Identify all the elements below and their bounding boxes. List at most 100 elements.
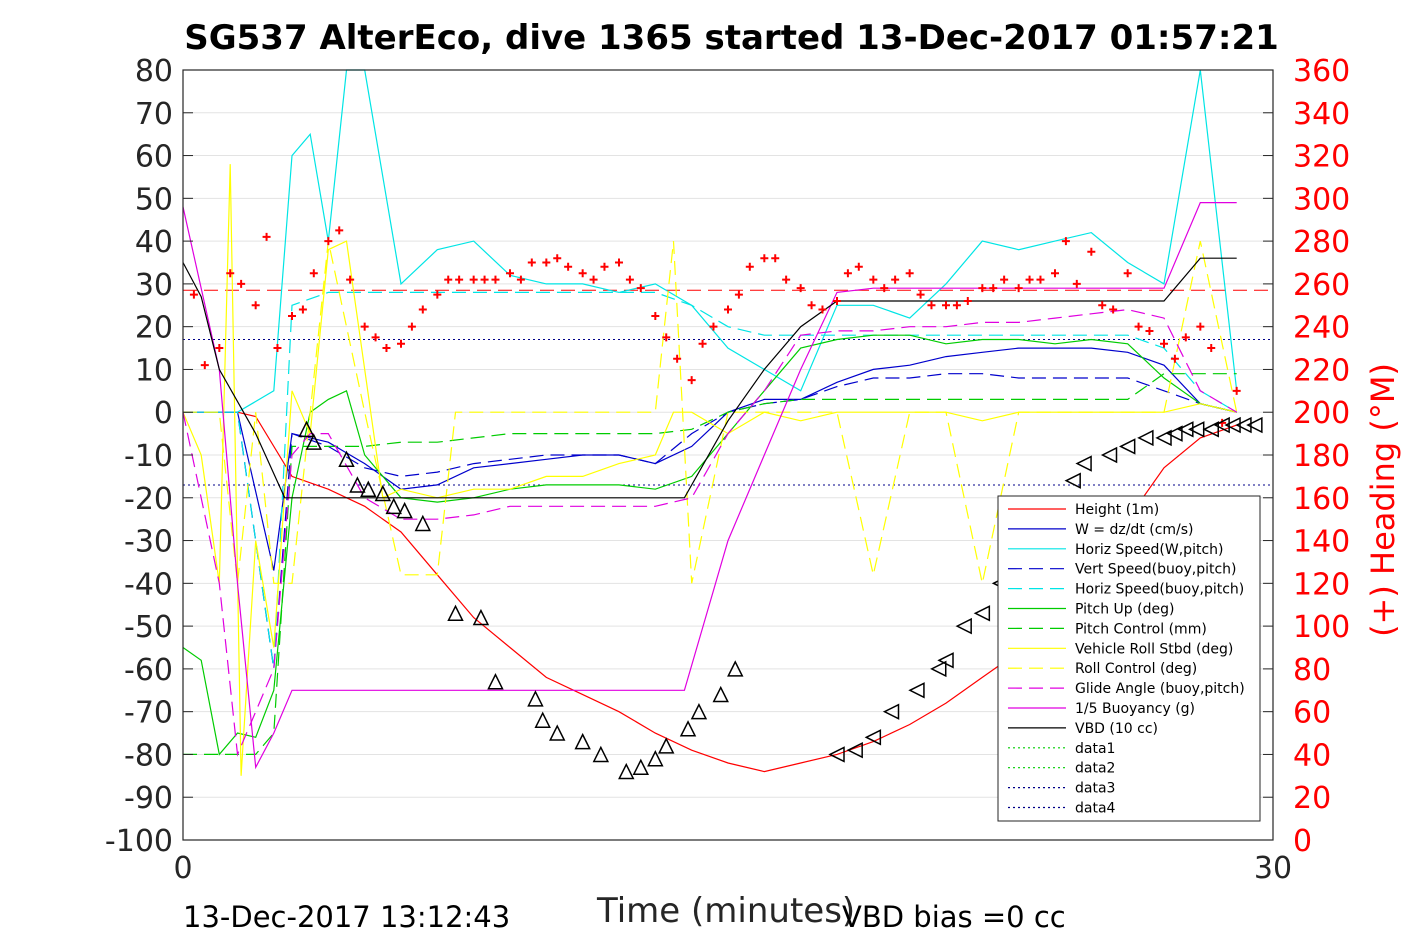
heading-point [724, 305, 732, 314]
heading-point [869, 275, 878, 284]
triangle-marker [447, 604, 464, 622]
series-line-roll [182, 164, 1237, 776]
heading-point [673, 354, 682, 363]
heading-point [309, 269, 318, 278]
series-line-w [183, 347, 1237, 571]
triangle-left-marker [1075, 455, 1092, 472]
triangle-left-marker [1064, 472, 1081, 489]
triangle-left-marker [955, 617, 972, 635]
heading-point [1145, 326, 1154, 335]
heading-point [200, 361, 209, 370]
heading-point [636, 284, 645, 293]
triangle-marker [472, 608, 490, 626]
y-tick-label: 30 [135, 268, 173, 303]
heading-point [226, 269, 235, 278]
heading-point [237, 279, 246, 288]
y2-tick-label: 80 [1293, 653, 1331, 688]
legend-label: W = dz/dt (cm/s) [1075, 522, 1194, 538]
heading-point [1061, 237, 1070, 246]
y-tick-label: 60 [135, 140, 173, 175]
heading-point [698, 339, 707, 348]
legend-label: Vehicle Roll Stbd (deg) [1075, 641, 1233, 657]
heading-point [709, 322, 718, 331]
heading-point [1123, 269, 1132, 278]
series-line-glide [182, 308, 1238, 757]
legend-label: data3 [1075, 781, 1115, 797]
markers-layer [189, 226, 1263, 780]
heading-point [553, 254, 562, 263]
heading-point [843, 269, 852, 278]
legend-label: 1/5 Buoyancy (g) [1075, 701, 1195, 717]
heading-point [1036, 275, 1045, 284]
heading-point [600, 262, 609, 271]
y2-tick-label: 360 [1293, 54, 1350, 89]
triangle-left-marker [1118, 438, 1136, 455]
heading-point [564, 262, 573, 271]
triangle-left-marker [864, 729, 882, 746]
heading-point [346, 275, 355, 284]
heading-point [506, 269, 514, 278]
heading-point [360, 322, 369, 331]
heading-point [989, 284, 998, 293]
heading-point [1134, 322, 1143, 331]
heading-point [444, 275, 453, 284]
y2-tick-label: 340 [1293, 97, 1350, 132]
y2-tick-label: 100 [1293, 610, 1350, 645]
footer-timestamp: 13-Dec-2017 13:12:43 [183, 900, 511, 934]
triangle-left-marker [1202, 421, 1219, 438]
y-tick-label: -40 [124, 567, 173, 602]
heading-point [298, 305, 307, 314]
heading-point [516, 275, 525, 284]
y2-tick-label: 0 [1293, 824, 1312, 859]
triangle-left-marker [1224, 416, 1241, 434]
heading-point [891, 275, 900, 284]
heading-point [455, 275, 464, 284]
legend-label: Roll Control (deg) [1075, 661, 1197, 677]
legend-label: Height (1m) [1075, 502, 1159, 518]
heading-point [382, 344, 391, 353]
series-line-pitch [182, 334, 1237, 756]
triangle-left-marker [1188, 421, 1205, 438]
legend-label: data2 [1075, 761, 1115, 777]
y-tick-label: -30 [124, 525, 173, 560]
heading-point [491, 275, 500, 284]
heading-point [1098, 301, 1107, 310]
y-tick-label: -60 [124, 653, 173, 688]
y-tick-label: 40 [135, 225, 173, 260]
heading-point [288, 311, 296, 320]
heading-point [262, 232, 271, 241]
triangle-marker [712, 685, 729, 703]
legend-label: Pitch Control (mm) [1075, 621, 1207, 637]
y-tick-label: 10 [135, 353, 173, 388]
triangle-left-marker [1246, 416, 1263, 434]
triangle-marker [374, 484, 392, 502]
heading-point [1232, 386, 1241, 395]
footer-vbd-bias: VBD bias =0 cc [842, 900, 1066, 934]
heading-point [1000, 275, 1009, 284]
heading-point [615, 258, 623, 267]
heading-point [527, 258, 536, 267]
heading-point [796, 284, 805, 293]
y2-tick-label: 220 [1293, 353, 1350, 388]
legend-label: Pitch Up (deg) [1075, 602, 1174, 618]
y-tick-label: -20 [124, 482, 173, 517]
heading-point [833, 297, 841, 305]
heading-point [927, 301, 936, 310]
heading-point [662, 333, 671, 342]
y2-tick-label: 60 [1293, 696, 1331, 731]
heading-point [952, 301, 961, 310]
legend-label: data1 [1075, 741, 1115, 757]
triangle-left-marker [937, 652, 954, 669]
heading-point [418, 305, 427, 314]
heading-point [335, 226, 344, 235]
triangle-marker [658, 737, 675, 754]
y2-tick-label: 180 [1293, 439, 1350, 474]
y-tick-label: -70 [124, 696, 173, 731]
triangle-left-marker [828, 746, 845, 763]
triangle-left-marker [1155, 429, 1172, 447]
y-tick-label: -90 [124, 781, 173, 816]
y2-tick-label: 140 [1293, 525, 1350, 560]
y2-tick-label: 240 [1293, 311, 1350, 346]
triangle-marker [727, 660, 744, 677]
y2-tick-label: 160 [1293, 482, 1350, 517]
